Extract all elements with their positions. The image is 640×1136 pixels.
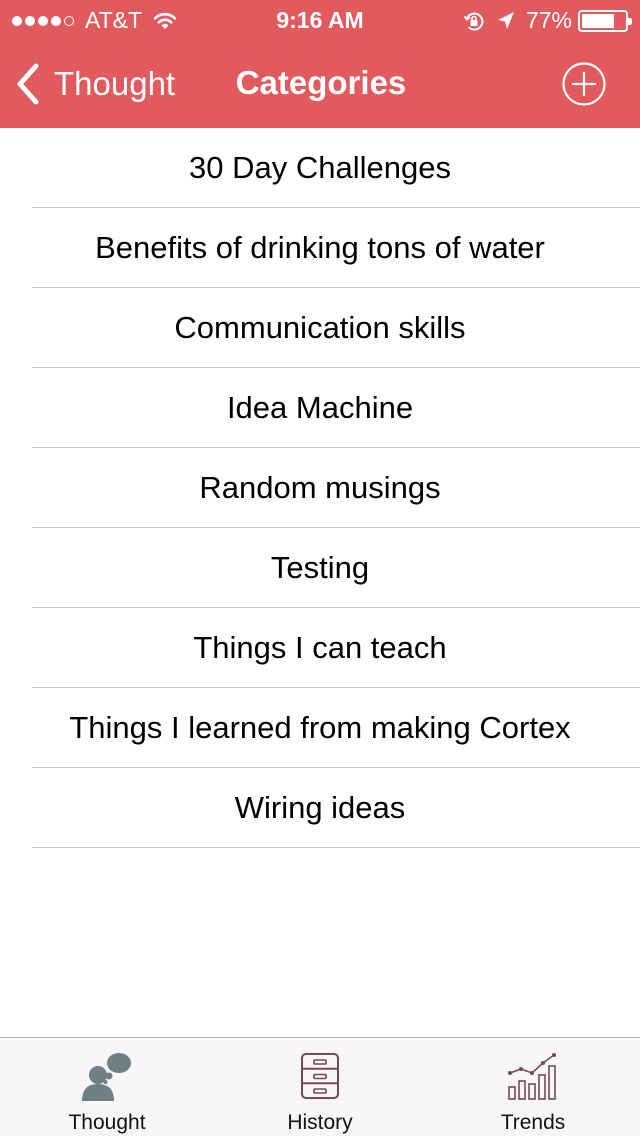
list-item-label: Benefits of drinking tons of water <box>95 230 545 265</box>
location-arrow-icon <box>497 11 514 29</box>
thought-bubble-icon <box>82 1053 131 1101</box>
add-category-button[interactable] <box>562 62 606 106</box>
list-item-label: Communication skills <box>174 310 466 345</box>
list-item-label: Things I learned from making Cortex <box>69 710 571 745</box>
tab-history[interactable]: History <box>213 1038 427 1136</box>
tab-trends[interactable]: Trends <box>426 1038 640 1136</box>
file-cabinet-icon <box>301 1053 339 1099</box>
battery-icon <box>578 9 632 32</box>
status-bar: AT&T 9:16 AM 77% <box>0 0 640 40</box>
list-item[interactable]: Random musings <box>0 448 640 528</box>
tab-bar: Thought History <box>0 1037 640 1136</box>
list-item-label: Wiring ideas <box>234 790 406 825</box>
chevron-left-icon <box>17 63 39 105</box>
tab-trends-label: Trends <box>500 1111 566 1134</box>
list-item[interactable]: Wiring ideas <box>0 768 640 848</box>
rotation-lock-icon <box>463 12 484 31</box>
tab-history-label: History <box>287 1111 353 1134</box>
status-left: AT&T <box>12 7 178 34</box>
back-button-label: Thought <box>54 65 176 102</box>
list-item[interactable]: Things I learned from making Cortex <box>0 688 640 768</box>
list-item[interactable]: Benefits of drinking tons of water <box>0 208 640 288</box>
signal-strength-icon <box>12 15 77 26</box>
list-item-label: 30 Day Challenges <box>189 150 451 185</box>
carrier-name: AT&T <box>85 7 143 33</box>
list-item[interactable]: Communication skills <box>0 288 640 368</box>
battery-percent: 77% <box>525 7 572 33</box>
category-list: 30 Day Challenges Benefits of drinking t… <box>0 128 640 848</box>
list-item[interactable]: Idea Machine <box>0 368 640 448</box>
list-item-label: Things I can teach <box>193 630 447 665</box>
status-time: 9:16 AM <box>276 7 364 33</box>
battery-level-fill <box>582 13 614 28</box>
list-item-label: Random musings <box>199 470 441 505</box>
list-item-label: Idea Machine <box>226 390 414 425</box>
tab-thought[interactable]: Thought <box>0 1038 214 1136</box>
status-right: 77% <box>462 7 632 34</box>
list-item[interactable]: Testing <box>0 528 640 608</box>
back-button[interactable]: Thought <box>14 60 175 108</box>
navigation-bar: Thought Categories <box>0 40 640 128</box>
list-item-label: Testing <box>270 550 370 585</box>
header: AT&T 9:16 AM 77% <box>0 0 640 128</box>
tab-thought-label: Thought <box>68 1111 146 1134</box>
page-title: Categories <box>235 64 407 101</box>
wifi-icon <box>153 12 177 29</box>
list-item[interactable]: Things I can teach <box>0 608 640 688</box>
trend-chart-icon <box>508 1053 556 1100</box>
list-item[interactable]: 30 Day Challenges <box>0 128 640 208</box>
